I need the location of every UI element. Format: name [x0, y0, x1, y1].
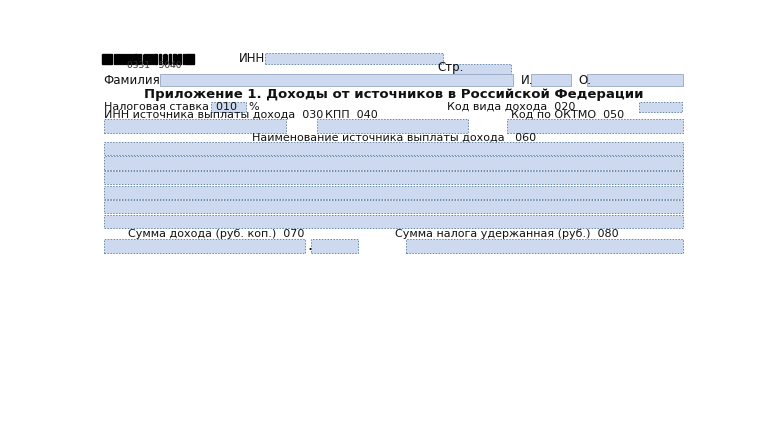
Bar — [210, 102, 247, 112]
Bar — [317, 119, 468, 133]
Bar — [169, 54, 170, 64]
Text: КПП  040: КПП 040 — [325, 110, 377, 120]
Bar — [102, 54, 111, 64]
Bar — [130, 54, 131, 64]
Text: Код по ОКТМО  050: Код по ОКТМО 050 — [511, 110, 624, 120]
Bar — [124, 54, 125, 64]
Text: Приложение 1. Доходы от источников в Российской Федерации: Приложение 1. Доходы от источников в Рос… — [144, 88, 644, 102]
Bar — [178, 54, 180, 64]
Text: 0331   5040: 0331 5040 — [127, 61, 181, 70]
Bar — [104, 156, 684, 170]
Bar — [104, 171, 684, 184]
Bar — [152, 54, 154, 64]
Bar — [116, 54, 117, 64]
Bar — [312, 239, 358, 253]
Bar — [452, 64, 511, 75]
Text: Фамилия: Фамилия — [104, 74, 161, 87]
Bar — [104, 119, 286, 133]
Bar — [531, 74, 571, 86]
Text: Наименование источника выплаты дохода   060: Наименование источника выплаты дохода 06… — [252, 132, 535, 142]
Bar — [104, 200, 684, 213]
Text: О.: О. — [578, 74, 591, 87]
Bar — [180, 54, 181, 64]
Bar — [104, 186, 684, 199]
Bar — [161, 74, 513, 86]
Bar — [118, 54, 119, 64]
Bar — [638, 102, 682, 112]
Text: Стр.: Стр. — [437, 62, 463, 74]
Bar — [134, 54, 135, 64]
Bar — [174, 54, 176, 64]
Bar — [104, 215, 684, 228]
Bar — [114, 54, 115, 64]
Text: И.: И. — [521, 74, 533, 87]
Text: Сумма налога удержанная (руб.)  080: Сумма налога удержанная (руб.) 080 — [395, 229, 618, 239]
Bar — [185, 54, 194, 64]
Bar — [120, 54, 121, 64]
Bar — [104, 142, 684, 155]
Bar — [132, 54, 133, 64]
Text: Налоговая ставка  010: Налоговая ставка 010 — [104, 102, 237, 112]
Bar — [164, 54, 166, 64]
Bar — [173, 54, 174, 64]
Text: Код вида дохода  020: Код вида дохода 020 — [446, 102, 575, 112]
Text: ИНН источника выплаты дохода  030: ИНН источника выплаты дохода 030 — [104, 110, 323, 120]
Bar — [163, 54, 164, 64]
Bar — [122, 54, 123, 64]
Text: %: % — [249, 102, 260, 112]
Bar — [265, 53, 443, 64]
Bar — [137, 54, 140, 64]
Bar — [170, 54, 171, 64]
Text: ИНН: ИНН — [240, 52, 266, 65]
Bar — [148, 54, 150, 64]
Bar — [159, 54, 160, 64]
Bar — [183, 54, 184, 64]
Text: Сумма дохода (руб. коп.)  070: Сумма дохода (руб. коп.) 070 — [128, 229, 304, 239]
Bar — [136, 54, 137, 64]
Bar — [588, 74, 684, 86]
Bar — [406, 239, 684, 253]
Bar — [143, 54, 144, 64]
Bar — [126, 54, 127, 64]
Text: .: . — [307, 238, 313, 253]
Bar — [144, 54, 145, 64]
Bar — [507, 119, 684, 133]
Bar — [104, 239, 305, 253]
Bar — [154, 54, 156, 64]
Bar — [127, 54, 129, 64]
